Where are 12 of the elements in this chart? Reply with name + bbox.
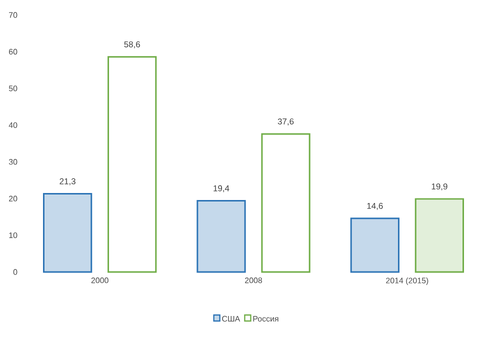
data-label: 19,9: [432, 183, 448, 190]
bar: [108, 56, 157, 273]
data-label: 58,6: [124, 41, 140, 48]
bar: [42, 193, 92, 273]
bar: [350, 218, 400, 273]
bar: [196, 200, 246, 273]
data-label: 21,3: [60, 178, 76, 186]
data-label: 14,6: [367, 202, 383, 210]
bar: [414, 198, 464, 273]
data-label: 19,4: [214, 185, 230, 192]
data-label: 37,6: [278, 118, 294, 126]
bar: [261, 133, 310, 273]
